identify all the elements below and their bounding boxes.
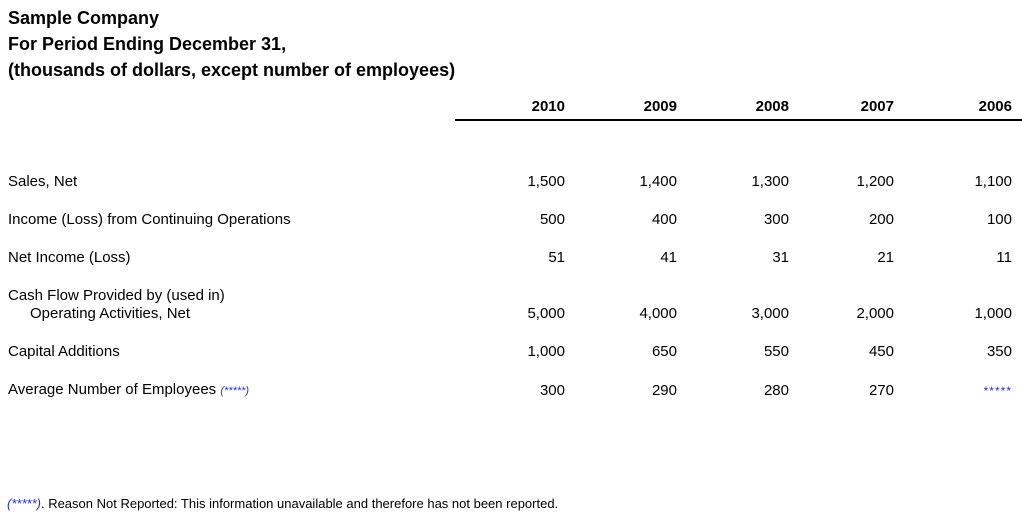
period-ending-line: For Period Ending December 31, — [8, 34, 287, 54]
company-name: Sample Company — [8, 8, 160, 28]
table-row-average-employees: Average Number of Employees (*****) 300 … — [0, 361, 1022, 400]
footnote-marker: (*****) — [7, 496, 41, 511]
row-label-line-1: Cash Flow Provided by (used in) — [8, 287, 225, 304]
cell-value: 400 — [651, 211, 677, 228]
empty-header-cell — [0, 93, 455, 120]
table-row-income-continuing-ops: Income (Loss) from Continuing Operations… — [0, 191, 1022, 229]
row-label: Sales, Net — [8, 173, 78, 190]
year-column-header: 2006 — [894, 93, 1022, 121]
year-column-header: 2009 — [565, 93, 677, 121]
row-label: Income (Loss) from Continuing Operations — [8, 211, 291, 228]
cell-value: 11 — [996, 249, 1012, 266]
cell-value: 1,200 — [856, 173, 894, 190]
cell-value: 450 — [868, 343, 894, 360]
row-label: Net Income (Loss) — [8, 249, 131, 266]
footnote-reference: (*****) — [220, 385, 250, 397]
cell-value: 51 — [548, 249, 565, 266]
row-label: Capital Additions — [8, 343, 120, 360]
row-label-line-2: Operating Activities, Net — [30, 305, 191, 322]
cell-value: 3,000 — [751, 305, 789, 322]
cell-value: 550 — [763, 343, 789, 360]
cell-value: 2,000 — [856, 305, 894, 322]
cell-value: 500 — [539, 211, 565, 228]
cell-value: 4,000 — [639, 305, 677, 322]
cell-value: 270 — [868, 382, 894, 399]
row-label-text: Average Number of Employees — [8, 381, 217, 398]
cell-value: 21 — [877, 249, 894, 266]
cell-value: 1,300 — [751, 173, 789, 190]
units-note-line: (thousands of dollars, except number of … — [8, 60, 456, 80]
cell-value: 1,000 — [974, 305, 1012, 322]
cell-value: 1,100 — [974, 173, 1012, 190]
footnote: (*****). Reason Not Reported: This infor… — [7, 496, 558, 511]
table-row-sales-net: Sales, Net 1,500 1,400 1,300 1,200 1,100 — [0, 120, 1022, 191]
table-row-net-income: Net Income (Loss) 51 41 31 21 11 — [0, 229, 1022, 267]
year-column-header: 2010 — [455, 93, 565, 121]
cell-value: 300 — [763, 211, 789, 228]
cell-value: 200 — [868, 211, 894, 228]
cell-value: 300 — [539, 382, 565, 399]
cell-value: 1,500 — [527, 173, 565, 190]
cell-value: 100 — [986, 211, 1012, 228]
row-label: Average Number of Employees (*****) — [0, 361, 455, 400]
table-row-cash-flow-operating: Cash Flow Provided by (used in) Operatin… — [0, 267, 1022, 323]
table-row-capital-additions: Capital Additions 1,000 650 550 450 350 — [0, 323, 1022, 361]
cell-value: 650 — [651, 343, 677, 360]
footnote-text: . Reason Not Reported: This information … — [40, 496, 559, 511]
financial-data-table: 2010 2009 2008 2007 2006 Sales, Net 1,50… — [0, 93, 1022, 400]
cell-value: 290 — [651, 382, 677, 399]
report-title-block: Sample Company For Period Ending Decembe… — [8, 5, 455, 83]
row-label: Cash Flow Provided by (used in) Operatin… — [0, 267, 455, 323]
cell-value: 5,000 — [527, 305, 565, 322]
not-reported-marker: ***** — [983, 384, 1012, 398]
year-column-header: 2007 — [789, 93, 894, 121]
cell-value: 1,400 — [639, 173, 677, 190]
year-header-row: 2010 2009 2008 2007 2006 — [0, 93, 1022, 121]
cell-value: 1,000 — [527, 343, 565, 360]
year-column-header: 2008 — [677, 93, 789, 121]
cell-value: 41 — [660, 249, 677, 266]
cell-value: 280 — [763, 382, 789, 399]
cell-value-not-reported: ***** — [894, 361, 1022, 400]
cell-value: 350 — [986, 343, 1012, 360]
cell-value: 31 — [772, 249, 789, 266]
